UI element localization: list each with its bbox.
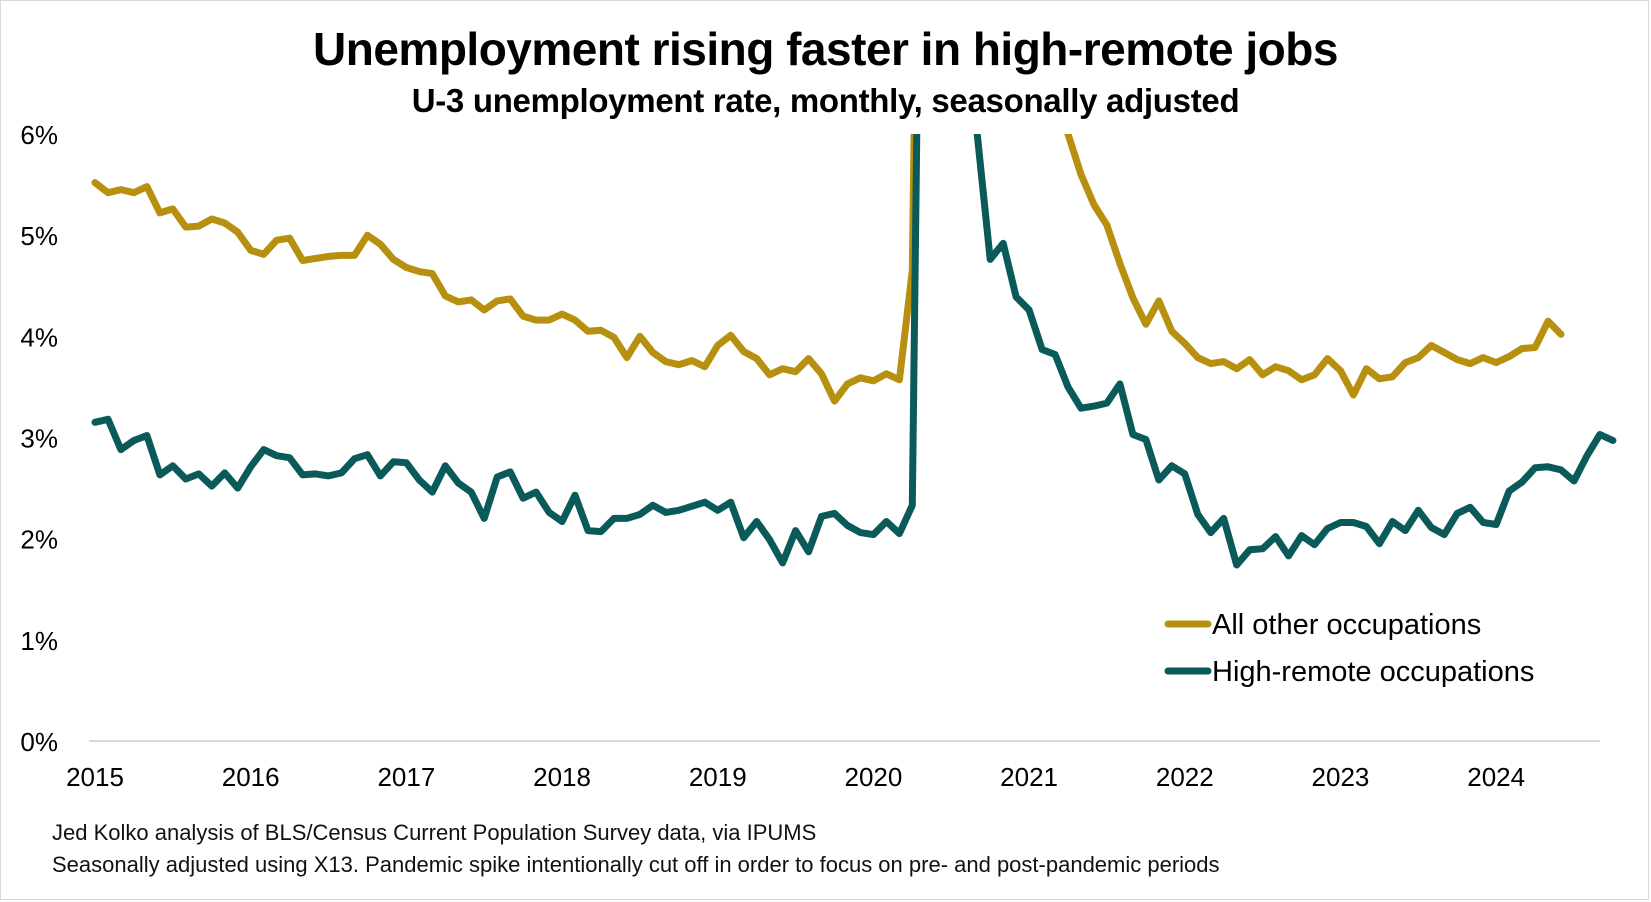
x-axis-labels: 2015 2016 2017 2018 2019 2020 2021 2022 2023 2024 [66,762,1525,792]
series-line-all-other-occupations [91,134,1565,405]
source-note: Jed Kolko analysis of BLS/Census Current… [52,820,817,845]
x-tick-label: 2021 [1000,762,1058,792]
x-tick-label: 2018 [533,762,591,792]
x-tick-label: 2019 [689,762,747,792]
x-tick-label: 2024 [1467,762,1525,792]
methodology-note: Seasonally adjusted using X13. Pandemic … [52,852,1220,877]
series-layer [91,134,1617,569]
x-tick-label: 2023 [1312,762,1370,792]
x-tick-label: 2017 [377,762,435,792]
y-axis-labels: 0% 1% 2% 3% 4% 5% 6% [20,120,58,757]
y-tick-label: 3% [20,424,58,454]
y-tick-label: 5% [20,221,58,251]
chart-subtitle: U-3 unemployment rate, monthly, seasonal… [411,82,1240,119]
y-tick-label: 2% [20,525,58,555]
y-tick-label: 1% [20,626,58,656]
x-tick-label: 2016 [222,762,280,792]
legend-label: High-remote occupations [1212,656,1534,688]
x-tick-label: 2022 [1156,762,1214,792]
series-line-high-remote-occupations [91,134,1617,569]
x-tick-label: 2020 [844,762,902,792]
legend: All other occupations High-remote occupat… [1164,609,1534,688]
y-tick-label: 0% [20,727,58,757]
x-tick-label: 2015 [66,762,124,792]
legend-label: All other occupations [1212,609,1481,641]
chart-title: Unemployment rising faster in high-remot… [313,23,1338,75]
y-tick-label: 4% [20,322,58,352]
y-tick-label: 6% [20,120,58,150]
